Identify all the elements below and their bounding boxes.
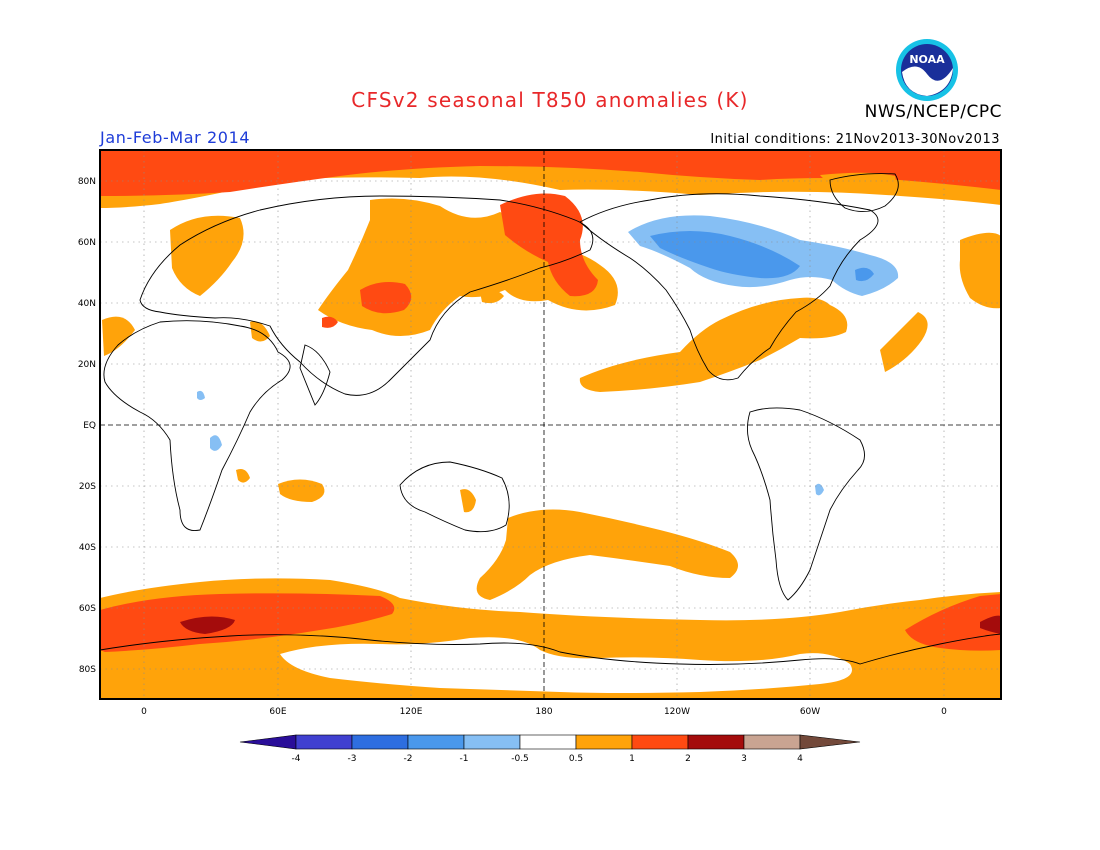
colorbar-segment (519, 734, 577, 750)
agency-label: NWS/NCEP/CPC (864, 102, 1002, 122)
reference-lines (100, 150, 1001, 699)
colorbar-segment (351, 734, 409, 750)
lon-label: 0 (141, 707, 147, 717)
lat-label: 80N (78, 177, 96, 187)
lon-label: 120E (400, 707, 423, 717)
colorbar-segment (407, 734, 465, 750)
colorbar-segment (575, 734, 633, 750)
colorbar-label: 1 (629, 754, 635, 764)
south-america-outline (747, 407, 865, 601)
lon-label: 60E (269, 707, 286, 717)
colorbar-label: -4 (292, 754, 301, 764)
greenland-outline (829, 173, 899, 212)
colorbar: -4 -3 -2 -1 -0.5 0.5 1 2 3 4 (239, 734, 861, 764)
arctic-warm-band (100, 150, 1001, 208)
coastlines (100, 173, 1001, 665)
india-outline (299, 344, 331, 406)
colorbar-label: 2 (685, 754, 691, 764)
southern-midlatitude-warm (236, 469, 738, 600)
colorbar-label: -2 (404, 754, 413, 764)
lat-label: 40N (78, 299, 96, 309)
colorbar-label: -1 (460, 754, 469, 764)
logo-text: NOAA (909, 53, 945, 66)
colorbar-label: -0.5 (511, 754, 529, 764)
initial-conditions-label: Initial conditions: 21Nov2013-30Nov2013 (710, 132, 1000, 147)
lon-label: 180 (535, 707, 552, 717)
north-america-outline (579, 193, 879, 381)
colorbar-segment (687, 734, 745, 750)
colorbar-arrow-low (239, 734, 297, 750)
lat-label: EQ (83, 421, 96, 431)
asia-warm-patches (318, 193, 618, 336)
africa-outline (103, 320, 291, 532)
north-america-cold-anomaly (197, 215, 899, 496)
antarctica-interior (280, 637, 852, 693)
colorbar-segment (743, 734, 801, 750)
grid-lines (100, 150, 1001, 699)
colorbar-segment (295, 734, 353, 750)
australia-outline (399, 461, 510, 533)
colorbar-segment (463, 734, 521, 750)
colorbar-arrow-high (799, 734, 861, 750)
colorbar-label: 0.5 (569, 754, 583, 764)
lat-label: 40S (79, 543, 96, 553)
latitude-axis: 80N 60N 40N 20N EQ 20S 40S 60S 80S (78, 177, 96, 675)
noaa-logo-icon: NOAA (896, 39, 958, 101)
lon-label: 60W (800, 707, 820, 717)
lat-label: 20N (78, 360, 96, 370)
colorbar-segment (631, 734, 689, 750)
chart-title: CFSv2 seasonal T850 anomalies (K) (351, 88, 749, 112)
europe-warm-patches (102, 215, 1001, 372)
map-frame (99, 149, 1002, 700)
colorbar-label: 4 (797, 754, 803, 764)
lon-label: 0 (941, 707, 947, 717)
lat-label: 60S (79, 604, 96, 614)
lat-label: 80S (79, 665, 96, 675)
lat-label: 20S (79, 482, 96, 492)
lat-label: 60N (78, 238, 96, 248)
antarctica-coast (100, 633, 1001, 665)
lon-label: 120W (664, 707, 690, 717)
colorbar-label: -3 (348, 754, 357, 764)
colorbar-label: 3 (741, 754, 747, 764)
period-label: Jan-Feb-Mar 2014 (100, 128, 251, 147)
eurasia-outline (139, 195, 594, 396)
longitude-axis: 0 60E 120E 180 120W 60W 0 (141, 707, 947, 717)
